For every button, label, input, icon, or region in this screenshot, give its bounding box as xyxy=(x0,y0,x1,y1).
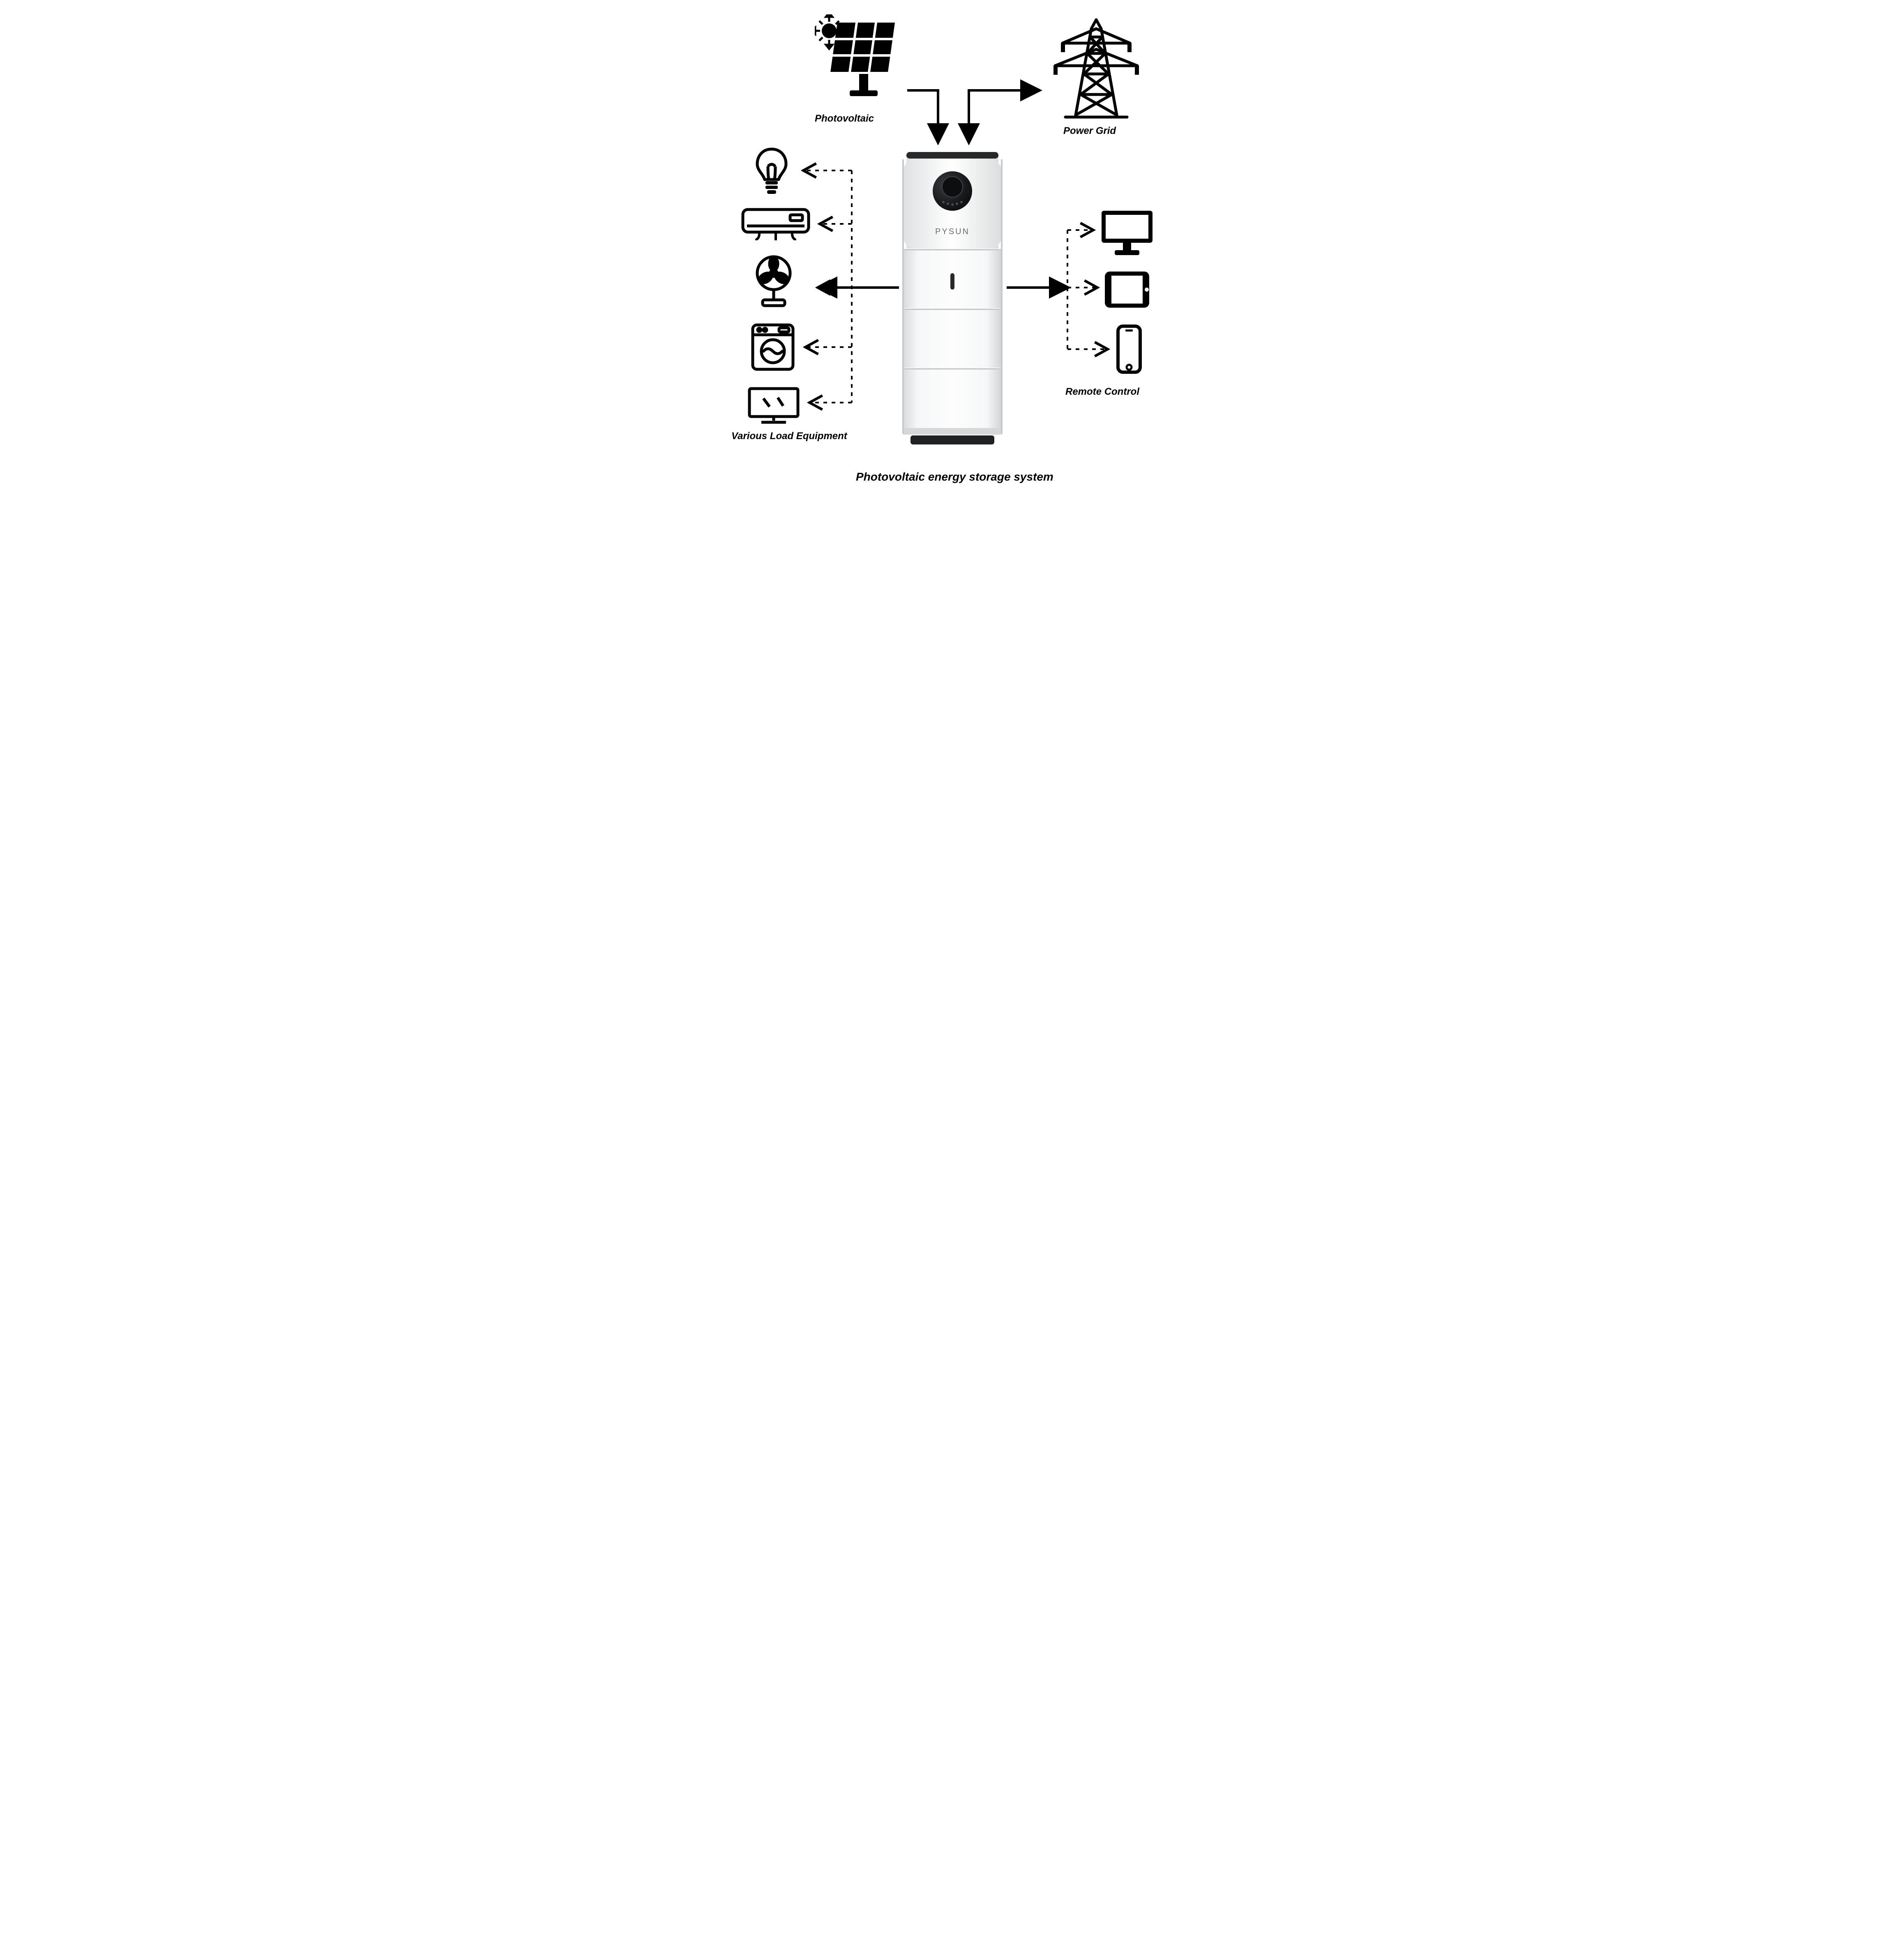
phone-icon xyxy=(1115,325,1143,374)
photovoltaic-label: Photovoltaic xyxy=(815,113,874,124)
power-tower-icon xyxy=(1043,12,1150,119)
diagram-title: Photovoltaic energy storage system xyxy=(856,470,1053,483)
storage-unit-icon: PYSUN xyxy=(899,152,1006,448)
fan-icon xyxy=(751,255,796,308)
monitor-icon xyxy=(1098,207,1156,257)
aircon-icon xyxy=(741,207,811,240)
tablet-icon xyxy=(1102,269,1152,310)
lightbulb-icon xyxy=(753,146,790,195)
power-grid-label: Power Grid xyxy=(1063,125,1116,137)
tv-icon xyxy=(747,386,800,425)
washer-icon xyxy=(750,322,795,372)
solar-panel-icon xyxy=(815,14,897,101)
unit-brand-text: PYSUN xyxy=(935,227,970,236)
remote-control-label: Remote Control xyxy=(1065,386,1139,398)
diagram-canvas: PYSUN xyxy=(714,0,1190,487)
load-equipment-label: Various Load Equipment xyxy=(731,431,847,442)
